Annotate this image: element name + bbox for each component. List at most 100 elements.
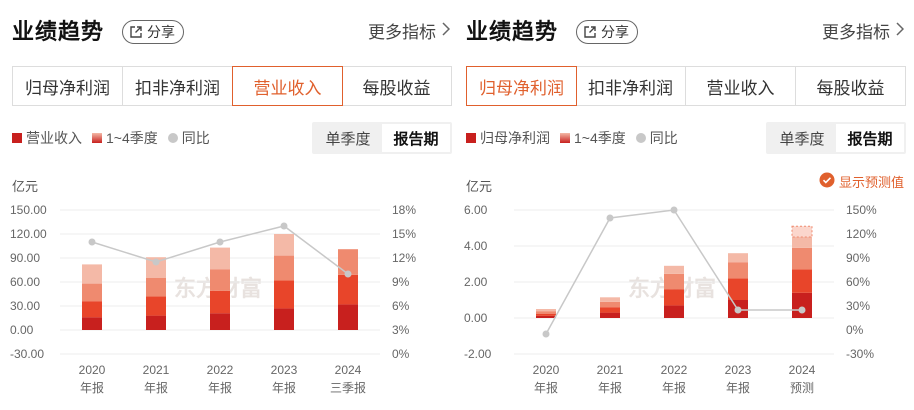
y-left-tick-label: 150.00 xyxy=(10,203,47,217)
toggle-single-quarter[interactable]: 单季度 xyxy=(325,130,371,148)
more-label: 更多指标 xyxy=(822,23,890,42)
legend-item-quarters[interactable]: 1~4季度 xyxy=(92,128,158,148)
yoy-point xyxy=(798,306,806,314)
share-label: 分享 xyxy=(601,24,629,40)
share-icon xyxy=(129,25,143,39)
legend-swatch xyxy=(466,133,476,143)
bar-segment xyxy=(792,237,812,248)
bar-segment xyxy=(210,290,230,314)
bar-segment xyxy=(274,234,294,256)
share-button[interactable]: 分享 xyxy=(576,20,638,44)
bar-segment xyxy=(728,278,748,300)
x-tick-label: 2020 xyxy=(533,363,560,377)
panel-header: 业绩趋势 分享 更多指标 xyxy=(12,10,452,50)
bar-segment xyxy=(146,257,166,278)
legend-label: 同比 xyxy=(649,130,678,146)
y-right-tick-label: 18% xyxy=(392,203,416,217)
bar-segment xyxy=(146,315,166,330)
panel-header: 业绩趋势 分享 更多指标 xyxy=(466,10,906,50)
revenue-chart: 东方财富150.00120.0090.0060.0030.000.00-30.0… xyxy=(10,203,416,395)
y-left-tick-label: 0.00 xyxy=(10,323,34,337)
bar-segment xyxy=(664,305,684,318)
tab-eps[interactable]: 每股收益 xyxy=(362,78,431,98)
x-tick-label: 2021 xyxy=(597,363,624,377)
x-tick-label: 2020 xyxy=(79,363,106,377)
y-left-tick-label: 4.00 xyxy=(464,239,488,253)
legend-dot xyxy=(635,133,646,143)
bar-segment xyxy=(536,311,556,314)
x-tick-sublabel: 年报 xyxy=(80,380,104,395)
legend-item-yoy[interactable]: 同比 xyxy=(635,128,678,148)
tab-deducted-net-profit[interactable]: 扣非净利润 xyxy=(123,67,233,105)
legend-swatch xyxy=(92,133,102,143)
y-left-tick-label: 2.00 xyxy=(464,275,488,289)
metric-tabs: 归母净利润 扣非净利润 营业收入 每股收益 xyxy=(466,66,906,106)
y-right-tick-label: 3% xyxy=(392,323,410,337)
panel-net-profit: 业绩趋势 分享 更多指标 归母净利润 扣非净利润 营业收入 每股收益 归母净利润… xyxy=(462,0,906,410)
legend-item-quarters[interactable]: 1~4季度 xyxy=(560,128,626,148)
toggle-single-quarter[interactable]: 单季度 xyxy=(779,130,825,148)
more-metrics-link[interactable]: 更多指标 xyxy=(368,18,451,43)
legend-item-revenue[interactable]: 营业收入 xyxy=(12,128,82,148)
bar-segment xyxy=(146,296,166,316)
toggle-report-period[interactable]: 报告期 xyxy=(836,124,904,152)
more-metrics-link[interactable]: 更多指标 xyxy=(822,18,905,43)
bar-segment xyxy=(210,313,230,330)
y-right-tick-label: 90% xyxy=(846,251,870,265)
tab-net-profit[interactable]: 归母净利润 xyxy=(466,66,577,106)
metric-tabs: 归母净利润 扣非净利润 营业收入 每股收益 xyxy=(12,66,452,106)
page-title: 业绩趋势 xyxy=(466,19,559,44)
x-tick-label: 2024 xyxy=(335,363,362,377)
chart-legend: 营业收入 1~4季度 同比 xyxy=(12,128,210,148)
unit-label: 亿元 xyxy=(466,179,493,194)
yoy-point xyxy=(670,206,678,214)
x-tick-sublabel: 年报 xyxy=(534,380,558,395)
bar-segment xyxy=(600,297,620,302)
forecast-bar-segment xyxy=(791,225,813,238)
tab-revenue[interactable]: 营业收入 xyxy=(686,67,796,105)
chart-legend: 归母净利润 1~4季度 同比 xyxy=(466,128,678,148)
bar-segment xyxy=(728,253,748,263)
legend-label: 1~4季度 xyxy=(106,130,158,146)
bar-segment xyxy=(664,273,684,290)
tab-revenue[interactable]: 营业收入 xyxy=(232,66,343,106)
y-right-tick-label: 60% xyxy=(846,275,870,289)
y-right-tick-label: 12% xyxy=(392,251,416,265)
bar-segment xyxy=(536,309,556,312)
bar-segment xyxy=(82,264,102,284)
legend-swatch xyxy=(560,133,570,143)
tab-eps[interactable]: 每股收益 xyxy=(816,78,885,98)
x-tick-label: 2022 xyxy=(661,363,688,377)
yoy-point xyxy=(88,238,96,246)
yoy-point xyxy=(606,214,614,222)
x-tick-sublabel: 预测 xyxy=(790,381,814,395)
bar-segment xyxy=(600,301,620,308)
legend-item-yoy[interactable]: 同比 xyxy=(167,128,210,148)
show-forecast-toggle[interactable]: 显示预测值 xyxy=(819,172,904,191)
bar-segment xyxy=(664,265,684,274)
x-tick-label: 2021 xyxy=(143,363,170,377)
y-right-tick-label: 120% xyxy=(846,227,877,241)
y-right-tick-label: 0% xyxy=(846,323,864,337)
tab-deducted-net-profit[interactable]: 扣非净利润 xyxy=(576,67,686,105)
x-tick-label: 2023 xyxy=(271,363,298,377)
share-button[interactable]: 分享 xyxy=(122,20,184,44)
bar-segment xyxy=(664,289,684,306)
y-right-tick-label: 150% xyxy=(846,203,877,217)
bar-segment xyxy=(536,315,556,318)
y-right-tick-label: 6% xyxy=(392,299,410,313)
legend-dot xyxy=(167,133,178,143)
legend-swatch xyxy=(12,133,22,143)
toggle-report-period[interactable]: 报告期 xyxy=(382,124,450,152)
bar-segment xyxy=(600,307,620,313)
bar-segment xyxy=(792,269,812,293)
y-left-tick-label: 6.00 xyxy=(464,203,488,217)
legend-item-net-profit[interactable]: 归母净利润 xyxy=(466,128,550,148)
bar-segment xyxy=(728,262,748,279)
unit-label: 亿元 xyxy=(12,179,39,194)
tab-net-profit[interactable]: 归母净利润 xyxy=(13,67,123,105)
x-tick-sublabel: 年报 xyxy=(598,380,622,395)
y-left-tick-label: -30.00 xyxy=(10,347,44,361)
net-profit-chart: 东方财富6.004.002.000.00-2.00150%120%90%60%3… xyxy=(464,203,877,395)
yoy-point xyxy=(344,270,352,278)
